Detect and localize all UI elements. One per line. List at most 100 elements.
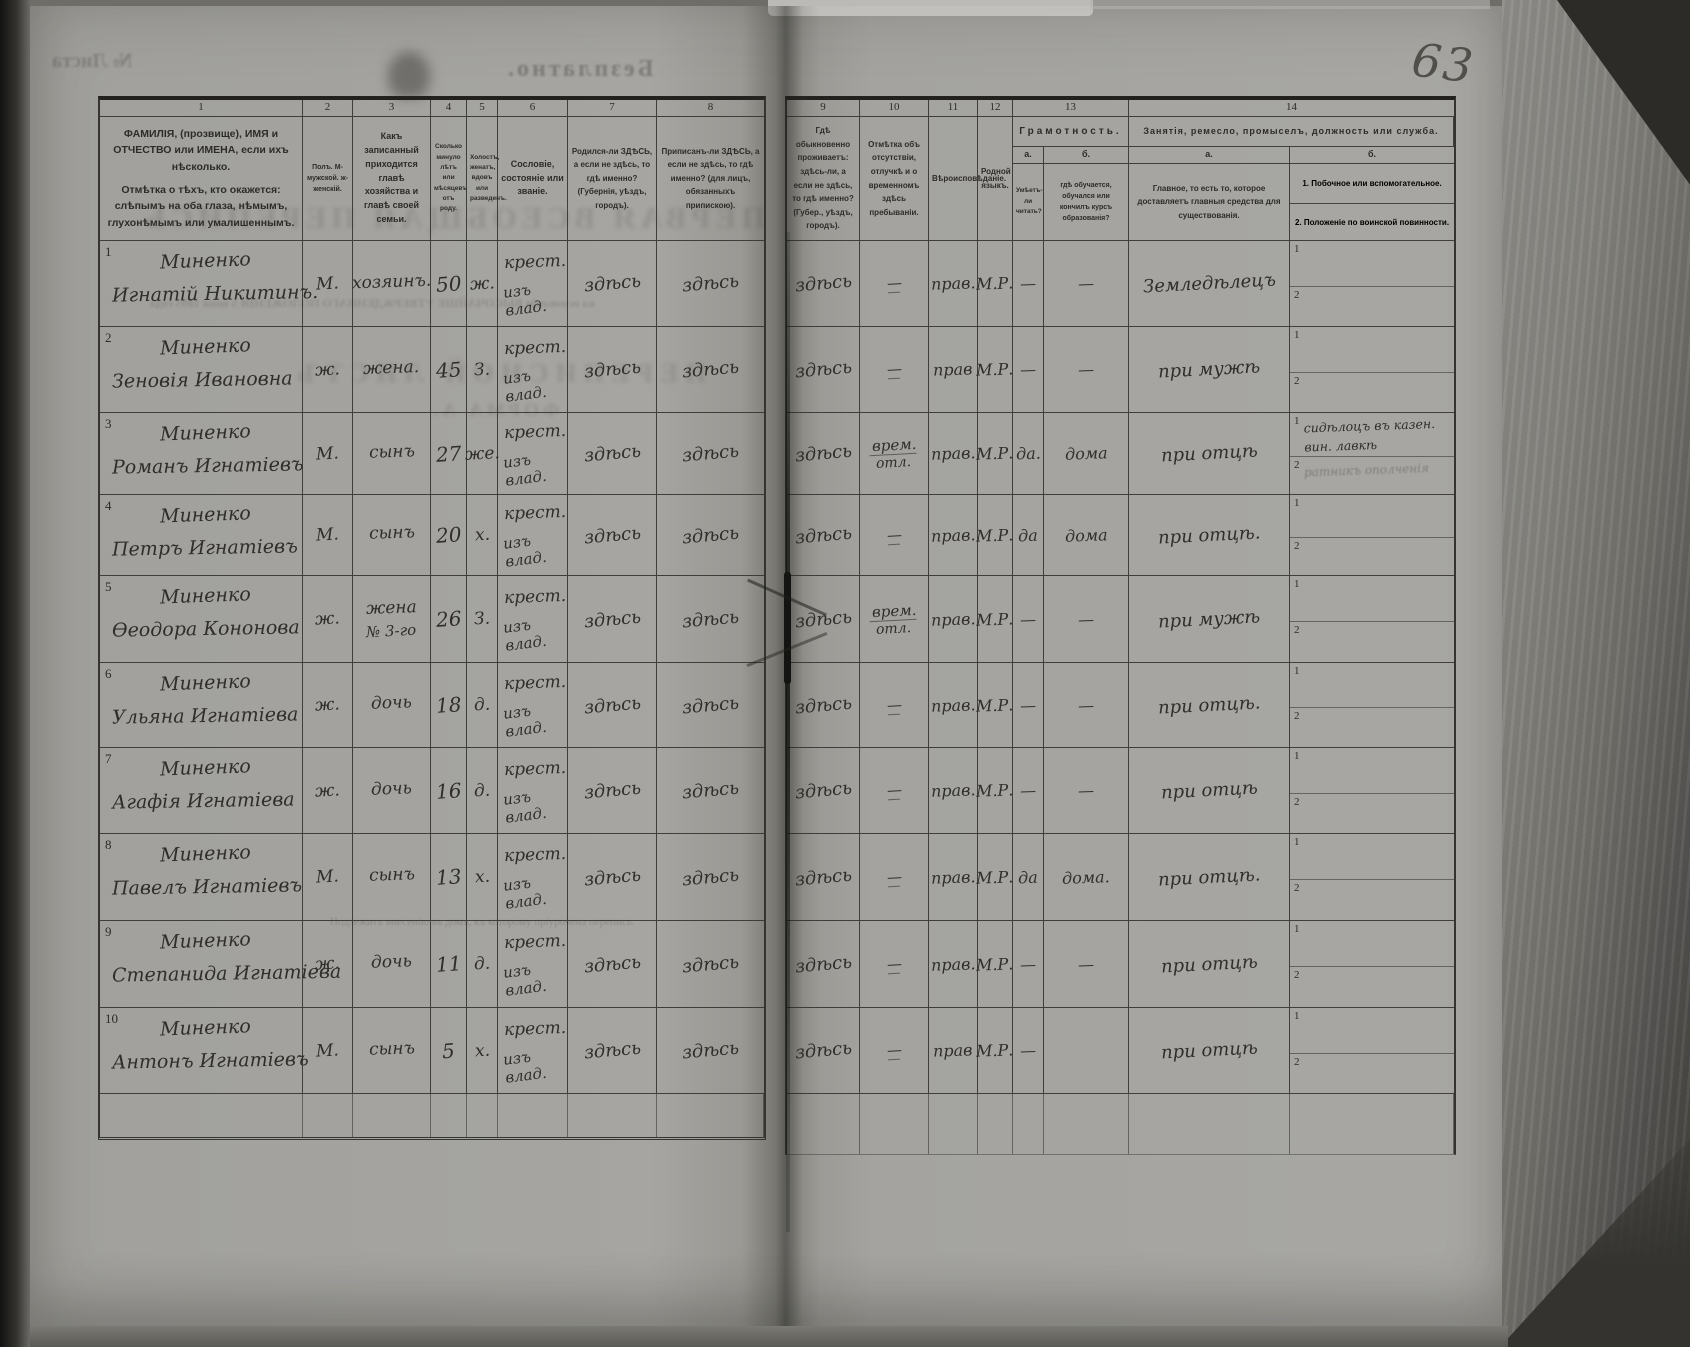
cell-born-here: здѣсь	[568, 495, 657, 576]
side2-value	[1304, 542, 1446, 547]
side2-value	[1304, 290, 1446, 295]
cell-age: 27	[431, 413, 467, 495]
cell-occupation-side: 1 2	[1290, 663, 1454, 748]
surname: Миненко	[159, 670, 252, 696]
page-stack-streaks	[1502, 0, 1690, 1347]
religion-value: прав.	[930, 608, 976, 630]
educated-value: —	[1077, 780, 1095, 801]
estate-line1: крест.	[503, 250, 567, 273]
estate-line1: крест.	[503, 501, 567, 525]
registered-value: здѣсь	[681, 692, 740, 718]
side-occupation-1: 1	[1290, 241, 1454, 287]
given-name: Павелъ Игнатіевъ	[111, 874, 303, 900]
born-value: здѣсь	[582, 951, 642, 977]
cell-estate: крест. изъ влад.	[498, 576, 568, 663]
marital-value: З.	[473, 359, 491, 380]
born-value: здѣсь	[582, 522, 642, 548]
cell-religion: прав.	[929, 663, 978, 748]
cell-occupation-side: 1 2	[1290, 576, 1454, 663]
side-occupation-1: 1	[1290, 1008, 1454, 1054]
cell-reads: да	[1013, 495, 1044, 576]
cell-sex: М.	[303, 495, 353, 576]
sex-value: М.	[315, 1039, 340, 1062]
born-value: здѣсь	[582, 270, 642, 297]
cell-reads: —	[1013, 327, 1044, 413]
cell-reads: да.	[1013, 413, 1044, 495]
relation-value: дочь	[370, 777, 413, 800]
cell-resides: здѣсь	[787, 834, 860, 921]
cell-registered-here: здѣсь	[657, 1008, 764, 1094]
side2-value	[1304, 712, 1446, 717]
marital-value: д.	[473, 953, 491, 975]
cell-estate: крест. изъ влад.	[498, 495, 568, 576]
col7-header: Родился-ли ЗДѢСЬ, а если не здѣсь, то гд…	[568, 117, 657, 241]
born-value: здѣсь	[582, 1037, 642, 1064]
sex-value: М.	[315, 442, 340, 465]
cell-name: 6 Миненко Ульяна Игнатіева	[100, 663, 303, 748]
occupation-main-value: при отцѣ	[1160, 950, 1258, 978]
marker-1: 1	[1294, 665, 1300, 677]
cell-sex: ж.	[303, 663, 353, 748]
reads-value: —	[1019, 1040, 1037, 1061]
marital-value: д.	[473, 780, 491, 801]
cell-age: 11	[431, 921, 467, 1008]
col5-header: Холостъ, женатъ, вдовъ или разведенъ.	[467, 117, 507, 241]
reads-value: —	[1019, 609, 1037, 629]
filler-cell	[657, 1094, 764, 1137]
col7-number: 7	[568, 100, 657, 117]
cell-estate: крест. изъ влад.	[498, 663, 568, 748]
cell-born-here: здѣсь	[568, 663, 657, 748]
page-number: 63	[1408, 32, 1478, 94]
surname: Миненко	[159, 248, 252, 274]
educated-value: —	[1077, 609, 1095, 629]
side1-value	[1304, 497, 1446, 502]
col13a-header: Умѣетъ-ли читать?	[1013, 164, 1044, 241]
col12-header: Родной языкъ.	[978, 117, 1013, 241]
ghost-sheet-number: № Листа	[52, 50, 133, 72]
cell-age: 5	[431, 1008, 467, 1094]
born-value: здѣсь	[582, 777, 642, 804]
sex-value: М.	[315, 272, 340, 295]
cell-religion: прав.	[929, 495, 978, 576]
cell-absence: —	[860, 495, 929, 576]
language-value: М.Р.	[976, 866, 1014, 888]
side-occupation-2: 2 ратникъ ополченія	[1290, 457, 1454, 494]
cell-born-here: здѣсь	[568, 576, 657, 663]
stamp-smudge	[388, 52, 430, 98]
binding-thread-bold	[784, 572, 791, 684]
born-value: здѣсь	[582, 692, 642, 718]
occupation-main-value: при отцѣ.	[1157, 863, 1261, 891]
registered-value: здѣсь	[681, 522, 740, 548]
estate-line2: изъ влад.	[502, 701, 548, 741]
cell-name: 4 Миненко Петръ Игнатіевъ	[100, 495, 303, 576]
side-occupation-2: 2	[1290, 708, 1454, 747]
cell-absence: врем. отл.	[860, 413, 929, 495]
marker-1: 1	[1294, 923, 1300, 935]
absence-line1: —	[886, 954, 902, 973]
cell-relation: хозяинъ.	[352, 241, 431, 327]
cell-educated: дома	[1044, 413, 1129, 495]
cell-occupation-side: 1 сидѣлоцъ въ казен. вин. лавкѣ 2 ратник…	[1290, 413, 1454, 495]
age-value: 26	[434, 606, 463, 632]
age-value: 11	[434, 951, 463, 977]
marital-value: ж.	[469, 272, 495, 295]
left-binding-edge	[0, 0, 30, 1347]
col11-header: Вѣроисповѣданіе.	[929, 117, 1006, 241]
side-occupation-2: 2	[1290, 1054, 1454, 1093]
sex-value: ж.	[314, 694, 341, 716]
cell-name: 7 Миненко Агафія Игнатіева	[100, 748, 303, 834]
registered-value: здѣсь	[681, 606, 740, 632]
sex-value: ж.	[314, 608, 341, 630]
cell-registered-here: здѣсь	[657, 241, 764, 327]
cell-resides: здѣсь	[787, 413, 860, 495]
side1-value	[1304, 578, 1446, 583]
cell-religion: прав.	[929, 921, 978, 1008]
occupation-main-value: при отцѣ	[1160, 440, 1258, 467]
marital-value: З.	[473, 608, 491, 630]
col14-number: 14	[1129, 100, 1454, 117]
marker-1: 1	[1294, 243, 1300, 255]
filler-cell	[1129, 1094, 1290, 1154]
filler-cell	[1290, 1094, 1454, 1154]
col9-header: Гдѣ обыкновенно проживаетъ: здѣсь-ли, а …	[787, 117, 860, 241]
cell-name: 3 Миненко Романъ Игнатіевъ	[100, 413, 304, 495]
